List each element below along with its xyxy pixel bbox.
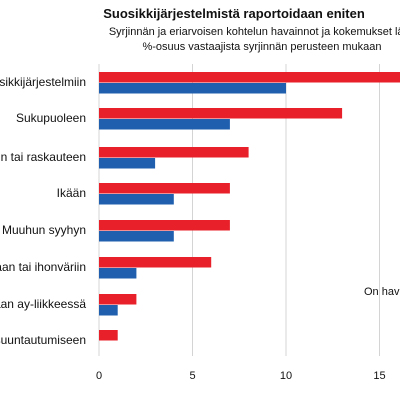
category-label-4: Muuhun syyhyn [2, 223, 86, 237]
bar-series0-6 [99, 294, 137, 305]
bar-series1-6 [99, 305, 118, 316]
category-label-2: een tai raskauteen [0, 150, 86, 164]
bar-series0-1 [99, 108, 343, 119]
category-label-7: suuntautumiseen [0, 333, 86, 347]
bar-series0-2 [99, 147, 249, 158]
chart-subtitle-line-2: %-osuus vastaajista syrjinnän perusteen … [142, 41, 382, 53]
x-tick-label-0: 0 [96, 370, 102, 382]
bar-series0-7 [99, 330, 118, 341]
category-label-1: Sukupuoleen [16, 111, 86, 125]
x-tick-label-1: 5 [189, 370, 195, 382]
category-label-6: taan ay-liikkeessä [0, 297, 86, 311]
bar-series1-5 [99, 268, 137, 279]
x-tick-label-3: 15 [373, 370, 385, 382]
category-label-5: taan tai ihonväriin [0, 260, 86, 274]
legend-entry: On hava [364, 286, 400, 298]
chart-title: Suosikkijärjestelmistä raportoidaan enit… [103, 6, 365, 21]
x-tick-label-2: 10 [280, 370, 292, 382]
bar-series0-4 [99, 220, 230, 231]
bar-series0-3 [99, 183, 230, 194]
chart-subtitle-line-1: Syrjinnän ja eriarvoisen kohtelun havain… [108, 26, 400, 38]
bar-series0-0 [99, 72, 400, 83]
bar-series1-2 [99, 158, 156, 169]
bar-series1-4 [99, 231, 174, 242]
category-label-0: osikkijärjestelmiin [0, 75, 86, 89]
bar-series1-0 [99, 83, 286, 94]
bar-series1-1 [99, 119, 230, 130]
bar-series0-5 [99, 257, 212, 268]
bar-series1-3 [99, 194, 174, 205]
category-label-3: Ikään [57, 186, 86, 200]
